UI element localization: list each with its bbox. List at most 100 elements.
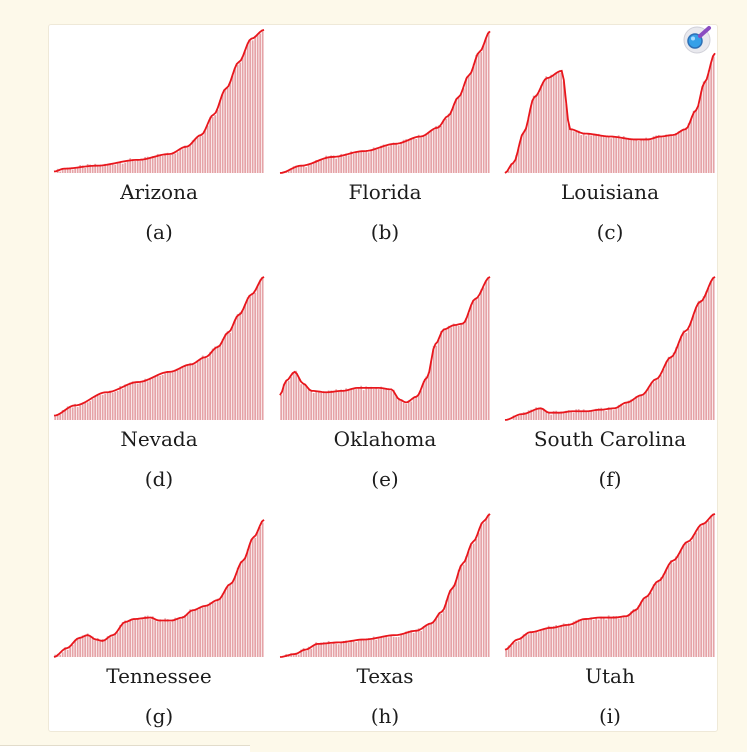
bar (398, 398, 400, 420)
bar (480, 524, 482, 657)
bar (370, 387, 372, 420)
bar (325, 642, 327, 657)
bar (109, 637, 111, 657)
bar (643, 394, 645, 420)
bar (184, 615, 186, 657)
bar (458, 326, 460, 420)
bar (247, 43, 249, 173)
bar (167, 372, 169, 420)
bar (670, 356, 672, 420)
bar (229, 83, 231, 174)
bar (710, 63, 712, 173)
bar (303, 384, 305, 420)
subfigure-label: (c) (500, 220, 720, 244)
bar (528, 634, 530, 657)
bar (370, 150, 372, 173)
subfigure-label: (d) (49, 467, 269, 491)
bar (565, 624, 567, 657)
bar (443, 611, 445, 657)
bar (665, 135, 667, 173)
bar (405, 404, 407, 420)
bar (109, 391, 111, 420)
bar (177, 619, 179, 657)
bar (600, 617, 602, 657)
bar (84, 402, 86, 420)
bar (365, 639, 367, 657)
state-label: Louisiana (500, 180, 720, 204)
bar (107, 164, 109, 173)
bar (478, 297, 480, 420)
bar (700, 526, 702, 657)
bar (194, 364, 196, 420)
bar (678, 343, 680, 420)
bar (465, 318, 467, 420)
bar (408, 400, 410, 420)
bar (114, 392, 116, 420)
bar (558, 72, 560, 173)
bar (488, 31, 490, 173)
bar (373, 147, 375, 173)
bar (348, 155, 350, 173)
bar (234, 319, 236, 420)
bar (285, 380, 287, 420)
bar (335, 644, 337, 657)
bar (355, 153, 357, 173)
bar (249, 295, 251, 420)
bar (127, 623, 129, 658)
bar (655, 136, 657, 173)
bar (665, 570, 667, 657)
bar (410, 630, 412, 657)
bar (593, 412, 595, 420)
bar (405, 139, 407, 173)
bar (648, 139, 650, 173)
bar (320, 393, 322, 420)
subfigure-label: (i) (500, 704, 720, 728)
bar (82, 635, 84, 657)
bar (398, 637, 400, 657)
bar (59, 655, 61, 657)
bar (425, 377, 427, 421)
bar (254, 293, 256, 420)
bar (343, 391, 345, 420)
chart-panel-south-carolina: South Carolina(f) (500, 272, 710, 502)
bar (425, 134, 427, 173)
subfigure-label: (a) (49, 220, 269, 244)
bar (375, 150, 377, 173)
bar (189, 609, 191, 657)
bar (438, 125, 440, 173)
bar (197, 610, 199, 657)
bar (383, 636, 385, 657)
bar (680, 550, 682, 657)
bar (650, 383, 652, 420)
bar (453, 106, 455, 173)
bar (104, 394, 106, 420)
bar (545, 76, 547, 173)
state-label: Oklahoma (275, 427, 495, 451)
bar (670, 135, 672, 173)
bar (224, 334, 226, 420)
bar (62, 652, 64, 657)
bar (440, 614, 442, 657)
histogram-plot (505, 274, 715, 420)
bar (560, 625, 562, 657)
bar (154, 156, 156, 173)
chart-panel-oklahoma: Oklahoma(e) (275, 272, 485, 502)
bar (540, 409, 542, 420)
bar (259, 279, 261, 420)
bar (525, 634, 527, 657)
bar (698, 301, 700, 420)
bar (610, 618, 612, 657)
bar (398, 145, 400, 173)
bar (428, 372, 430, 420)
bar (373, 637, 375, 657)
bar (433, 346, 435, 420)
bar (244, 304, 246, 420)
bar (543, 81, 545, 173)
bar (690, 322, 692, 420)
bar (172, 372, 174, 420)
bar (164, 373, 166, 420)
chart-panel-texas: Texas(h) (275, 509, 485, 739)
bar (325, 393, 327, 420)
bar (515, 642, 517, 657)
bar (560, 73, 562, 173)
